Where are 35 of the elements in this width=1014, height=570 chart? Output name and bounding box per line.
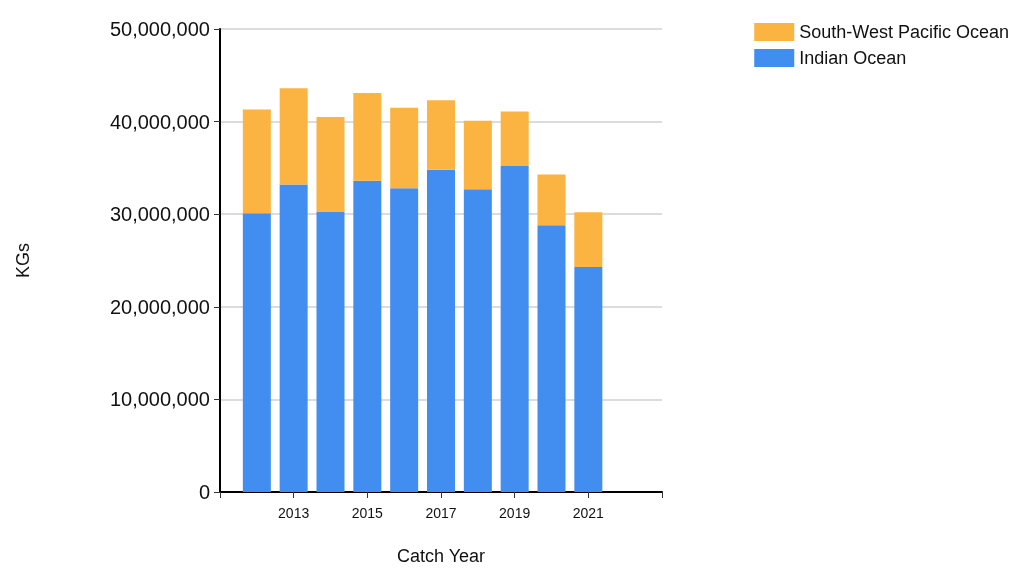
bar [500, 111, 529, 167]
bar [463, 120, 492, 190]
bar [353, 92, 382, 181]
y-tick-label: 30,000,000 [109, 203, 210, 226]
bar [316, 116, 345, 212]
legend-label: South-West Pacific Ocean [799, 22, 1010, 42]
bar [390, 188, 419, 492]
y-tick-label: 10,000,000 [109, 388, 210, 411]
bar [279, 184, 308, 492]
y-tick-label: 40,000,000 [109, 110, 210, 133]
x-tick-label: 2015 [351, 505, 384, 521]
x-tick-label: 2019 [499, 505, 531, 521]
bar [500, 166, 529, 492]
bar [537, 225, 566, 492]
y-tick-label: 0 [198, 481, 210, 503]
x-tick-label: 2013 [278, 505, 310, 521]
bar [279, 88, 308, 185]
bar [242, 109, 271, 214]
bar [537, 174, 566, 226]
x-axis-title: Catch Year [396, 546, 486, 566]
bar [390, 107, 419, 189]
bar [574, 212, 603, 267]
bar [242, 213, 271, 492]
bar [427, 100, 455, 170]
x-tick-label: 2021 [572, 505, 605, 521]
y-tick-label: 20,000,000 [109, 295, 210, 318]
bar [574, 266, 603, 492]
x-tick-label: 2017 [425, 505, 457, 521]
legend-label: Indian Ocean [799, 48, 907, 68]
bar [463, 189, 492, 492]
y-axis-title: KGs [13, 242, 33, 279]
bar [353, 180, 382, 492]
bar [427, 169, 455, 492]
bar [316, 211, 345, 492]
y-tick-label: 50,000,000 [109, 18, 210, 40]
